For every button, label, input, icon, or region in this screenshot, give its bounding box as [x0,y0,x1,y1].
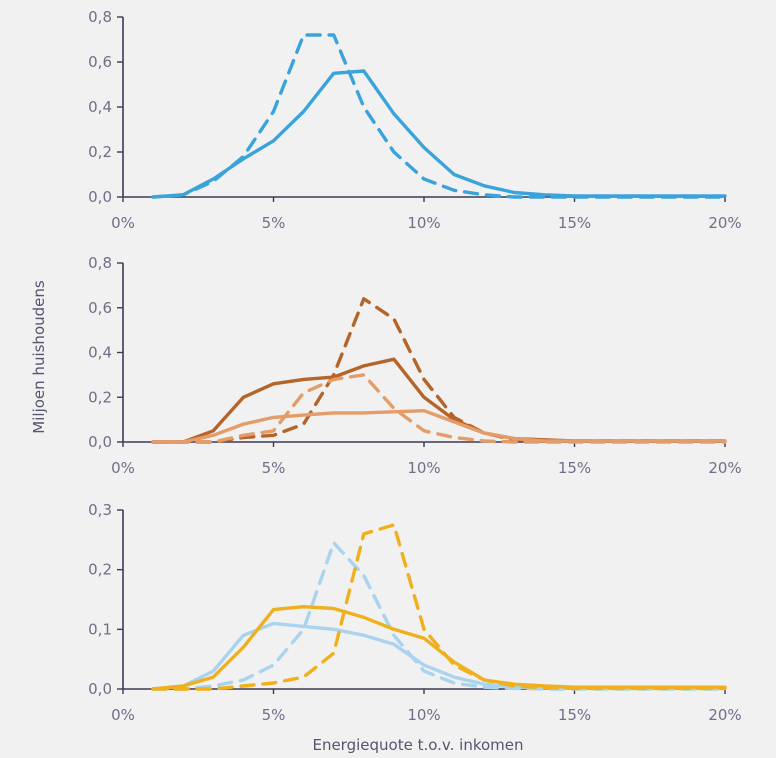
y-tick-label: 0,0 [88,188,112,206]
y-tick-label: 0,2 [88,143,112,161]
y-tick-label: 0,2 [88,561,112,579]
series-line-2-1-dashed [151,541,727,691]
series-line-1-3-dashed [151,373,727,444]
x-tick-label: 10% [407,706,440,724]
y-tick-label: 0,3 [88,501,112,519]
series-line-0-0-solid [151,69,727,199]
y-tick-label: 0,2 [88,388,112,406]
series-line-2-3-dashed [151,523,727,691]
x-tick-label: 5% [262,706,286,724]
y-axis-title: Miljoen huishoudens [30,280,48,434]
x-tick-label: 10% [407,214,440,232]
x-tick-label: 15% [558,706,591,724]
x-axis-title: Energiequote t.o.v. inkomen [312,736,523,754]
series-line-1-2-solid [151,409,727,444]
series-line-2-2-solid [151,605,727,691]
y-tick-label: 0,1 [88,620,112,638]
y-tick-label: 0,4 [88,344,112,362]
series-line-1-1-dashed [151,297,727,444]
x-tick-label: 20% [708,706,741,724]
y-tick-label: 0,4 [88,98,112,116]
x-tick-label: 20% [708,214,741,232]
x-tick-label: 0% [111,214,135,232]
x-tick-label: 0% [111,459,135,477]
y-tick-label: 0,8 [88,254,112,272]
x-tick-label: 15% [558,459,591,477]
y-tick-label: 0,6 [88,53,112,71]
x-tick-label: 5% [262,459,286,477]
x-tick-label: 15% [558,214,591,232]
series-line-2-0-solid [151,621,727,691]
y-tick-label: 0,8 [88,8,112,26]
y-tick-label: 0,0 [88,433,112,451]
y-tick-label: 0,0 [88,680,112,698]
x-tick-label: 10% [407,459,440,477]
series-line-0-1-dashed [151,33,727,199]
y-tick-label: 0,6 [88,299,112,317]
x-tick-label: 20% [708,459,741,477]
x-tick-label: 5% [262,214,286,232]
x-tick-label: 0% [111,706,135,724]
